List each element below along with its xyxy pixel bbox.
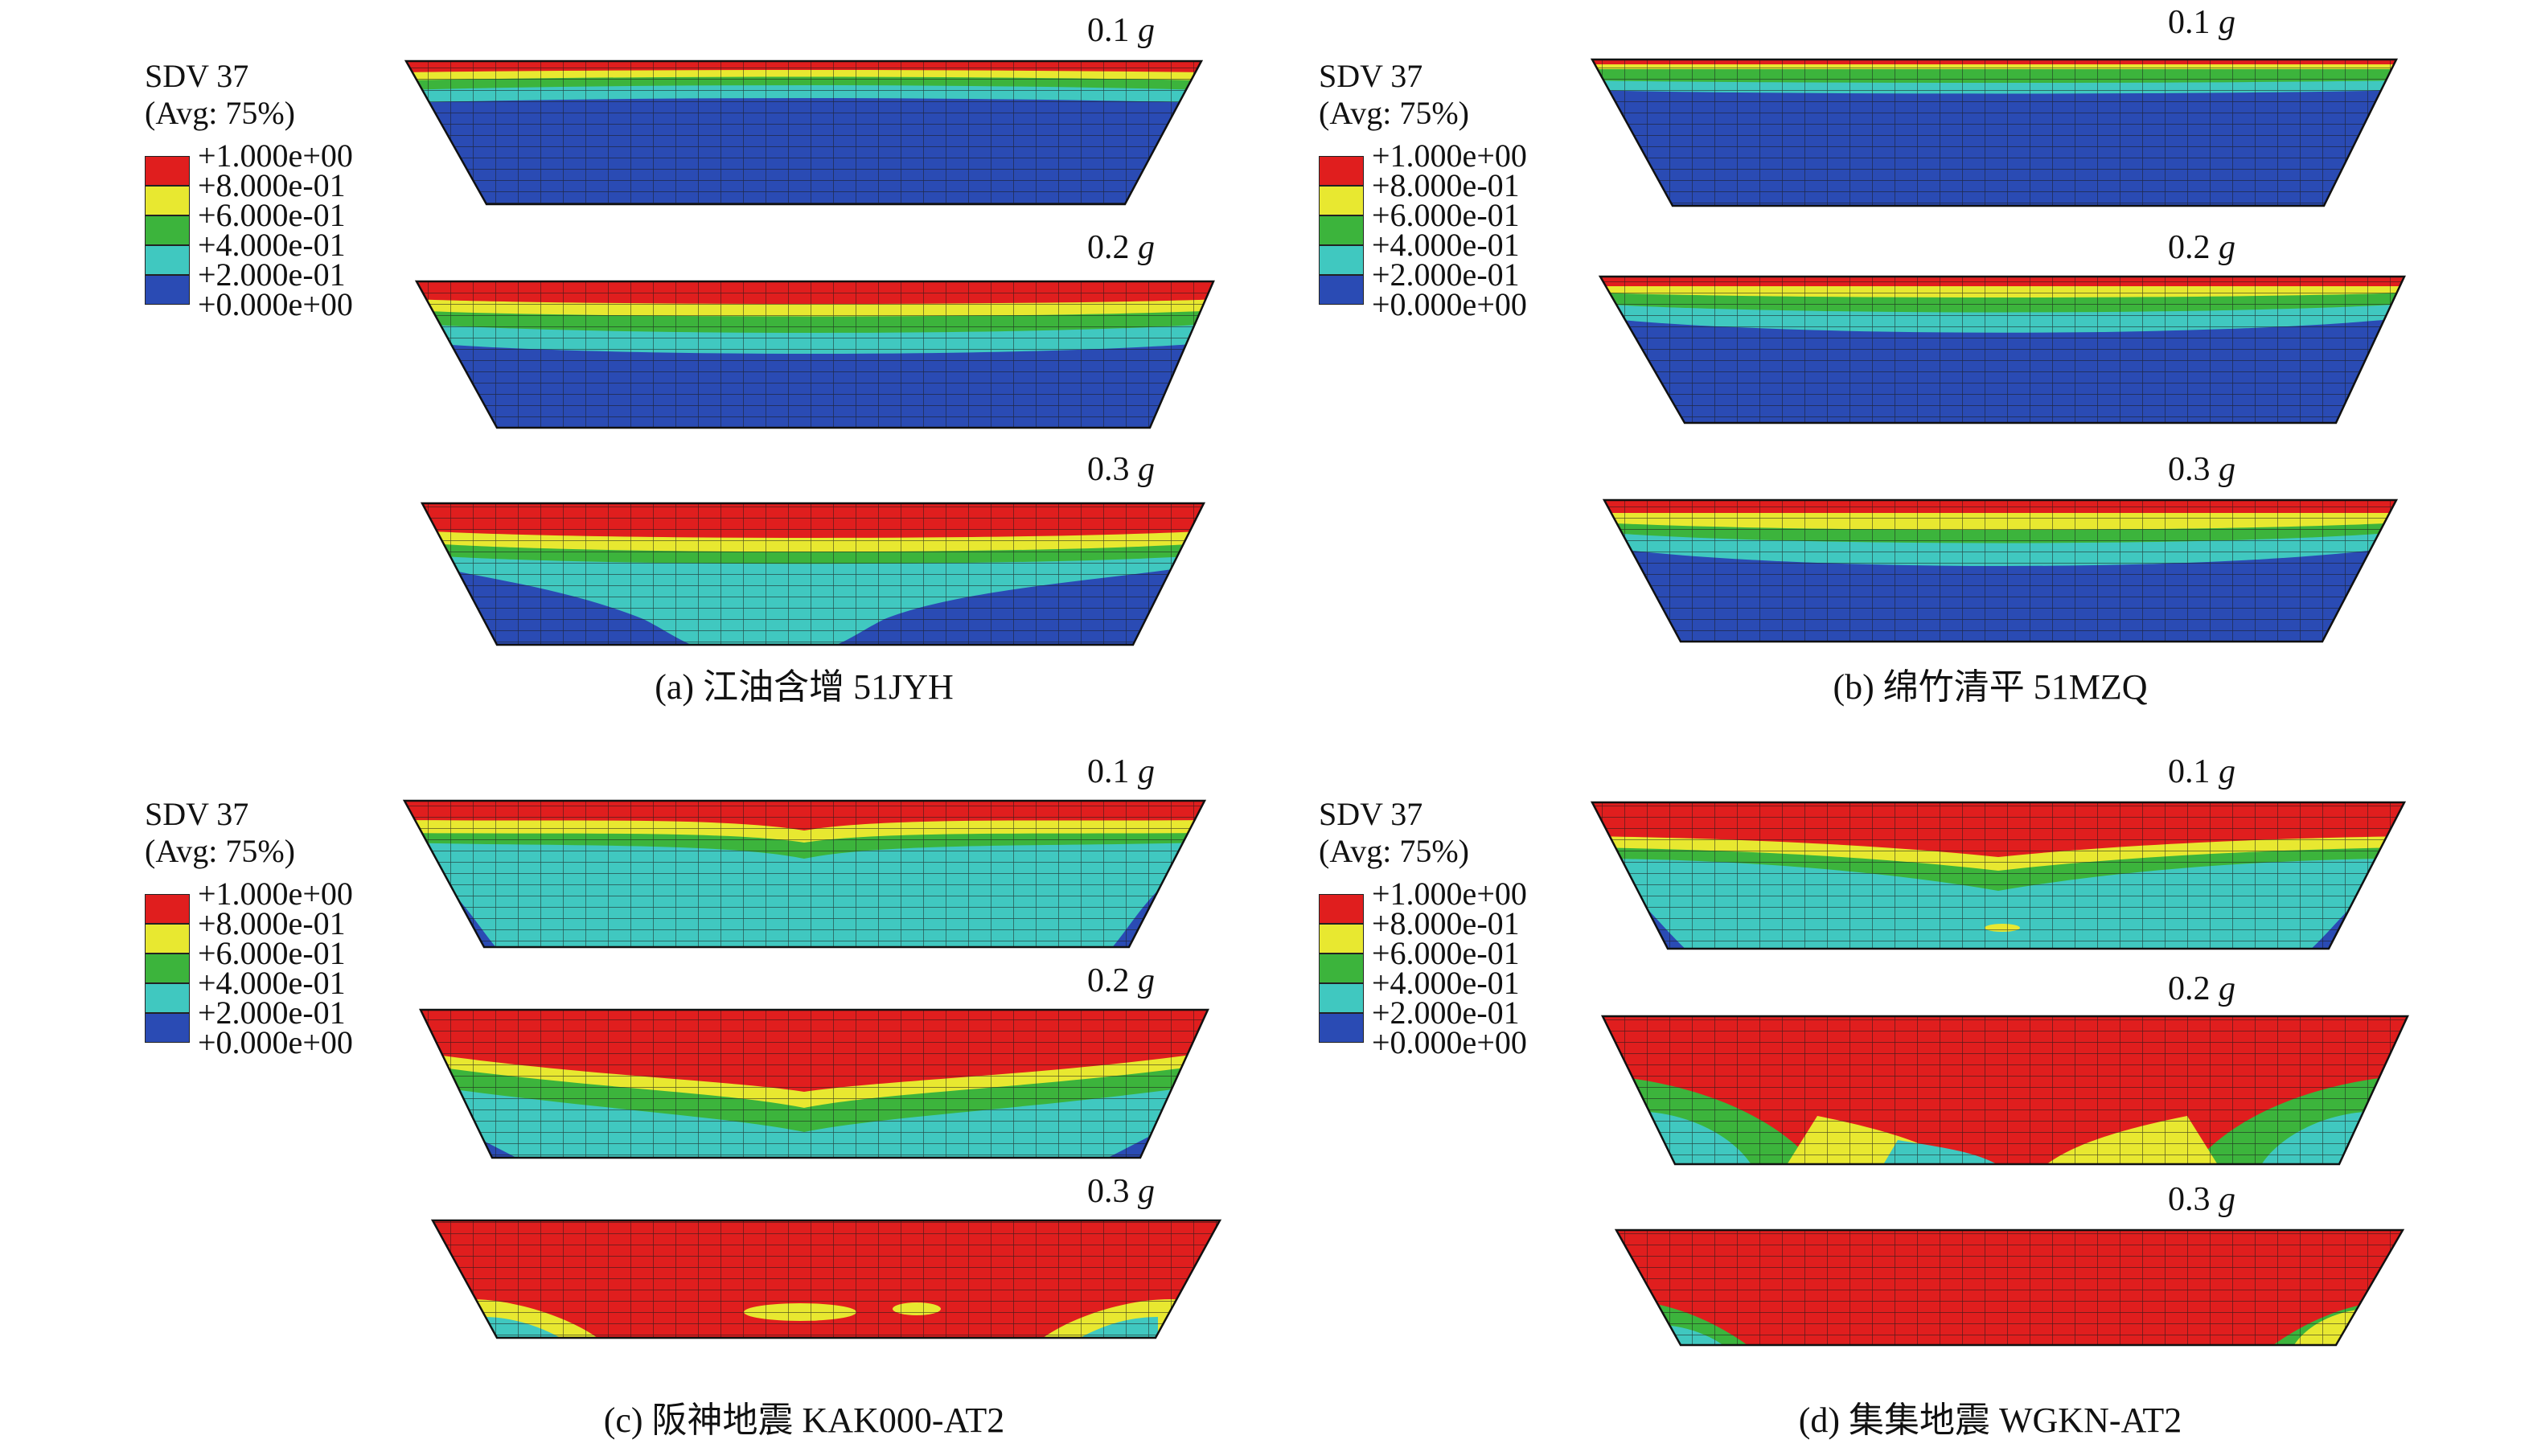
legend-swatch-1: [145, 924, 190, 954]
legend-tick-label: +4.000e-01: [1372, 227, 1520, 263]
legend-tick-label: +6.000e-01: [198, 197, 346, 233]
legend-tick-label: +2.000e-01: [198, 256, 346, 293]
legend-swatch-0: [1319, 156, 1364, 186]
legend-tick-label: +8.000e-01: [1372, 905, 1520, 941]
legend-swatch-0: [1319, 894, 1364, 924]
intensity-label: 0.3 g: [2168, 451, 2235, 488]
legend-tick-label: +4.000e-01: [198, 227, 346, 263]
intensity-label: 0.1 g: [2168, 4, 2235, 41]
legend-swatch-3: [145, 245, 190, 275]
panel-d: SDV 37 (Avg: 75%) +1.000e+00 +8.000e-01 …: [1174, 738, 2441, 1456]
panel-caption: (d) 集集地震 WGKN-AT2: [1798, 1401, 2182, 1440]
panel-caption: (c) 阪神地震 KAK000-AT2: [603, 1401, 1005, 1440]
intensity-label: 0.1 g: [1087, 12, 1155, 49]
legend-swatch-3: [1319, 983, 1364, 1013]
panel-b: SDV 37 (Avg: 75%) +1.000e+00 +8.000e-01 …: [1174, 0, 2441, 718]
panel-caption: (b) 绵竹清平 51MZQ: [1833, 667, 2148, 707]
intensity-label: 0.2 g: [1087, 229, 1155, 266]
legend: SDV 37 (Avg: 75%) +1.000e+00 +8.000e-01 …: [145, 796, 402, 1059]
dam-contour-c: [402, 799, 1222, 1339]
legend-tick-label: +0.000e+00: [1372, 1024, 1527, 1060]
legend-swatch-1: [145, 186, 190, 215]
dam-contour-a: [404, 59, 1215, 646]
intensity-label: 0.2 g: [1087, 962, 1155, 999]
legend-swatch-1: [1319, 186, 1364, 215]
panel-caption: (a) 江油含增 51JYH: [655, 667, 954, 707]
legend-swatch-1: [1319, 924, 1364, 954]
legend: SDV 37 (Avg: 75%) +1.000e+00 +8.000e-01 …: [1319, 58, 1576, 321]
legend-tick-label: +1.000e+00: [1372, 137, 1527, 174]
legend-tick-label: +4.000e-01: [198, 965, 346, 1001]
legend-swatch-2: [145, 215, 190, 245]
legend-tick-label: +1.000e+00: [198, 137, 353, 174]
legend-title: SDV 37: [145, 796, 249, 832]
legend-swatch-2: [1319, 954, 1364, 983]
legend-tick-label: +1.000e+00: [198, 876, 353, 912]
intensity-label: 0.2 g: [2168, 970, 2235, 1007]
legend-title: SDV 37: [145, 58, 249, 94]
panel-a: SDV 37 (Avg: 75%) +1.000e+00 +8.000e-01 …: [0, 0, 1266, 718]
intensity-label: 0.3 g: [1087, 1173, 1155, 1210]
legend-subtitle: (Avg: 75%): [145, 833, 295, 869]
legend-subtitle: (Avg: 75%): [1319, 95, 1469, 131]
dam-contour-d: [1590, 801, 2409, 1347]
legend-tick-label: +6.000e-01: [1372, 935, 1520, 971]
legend-swatch-3: [1319, 245, 1364, 275]
legend-subtitle: (Avg: 75%): [1319, 833, 1469, 869]
legend-tick-label: +6.000e-01: [1372, 197, 1520, 233]
legend-swatch-0: [145, 156, 190, 186]
legend-tick-label: +6.000e-01: [198, 935, 346, 971]
legend: SDV 37 (Avg: 75%) +1.000e+00 +8.000e-01 …: [145, 58, 402, 321]
panel-c: SDV 37 (Avg: 75%) +1.000e+00 +8.000e-01 …: [0, 738, 1266, 1456]
legend-title: SDV 37: [1319, 58, 1423, 94]
intensity-label: 0.3 g: [2168, 1181, 2235, 1218]
legend-tick-label: +0.000e+00: [198, 286, 353, 322]
legend-tick-label: +8.000e-01: [1372, 167, 1520, 203]
legend-swatch-0: [145, 894, 190, 924]
legend-tick-label: +8.000e-01: [198, 905, 346, 941]
legend-tick-label: +2.000e-01: [198, 995, 346, 1031]
legend-swatch-2: [145, 954, 190, 983]
legend: SDV 37 (Avg: 75%) +1.000e+00 +8.000e-01 …: [1319, 796, 1576, 1059]
legend-tick-label: +0.000e+00: [1372, 286, 1527, 322]
intensity-label: 0.1 g: [1087, 753, 1155, 790]
legend-swatch-2: [1319, 215, 1364, 245]
legend-swatch-3: [145, 983, 190, 1013]
legend-title: SDV 37: [1319, 796, 1423, 832]
legend-tick-label: +2.000e-01: [1372, 256, 1520, 293]
legend-subtitle: (Avg: 75%): [145, 95, 295, 131]
intensity-label: 0.2 g: [2168, 229, 2235, 266]
legend-tick-label: +0.000e+00: [198, 1024, 353, 1060]
legend-tick-label: +1.000e+00: [1372, 876, 1527, 912]
legend-swatch-4: [1319, 1013, 1364, 1043]
legend-swatch-4: [145, 275, 190, 305]
intensity-label: 0.3 g: [1087, 451, 1155, 488]
legend-tick-label: +2.000e-01: [1372, 995, 1520, 1031]
dam-contour-b: [1590, 58, 2406, 643]
intensity-label: 0.1 g: [2168, 753, 2235, 790]
legend-tick-label: +4.000e-01: [1372, 965, 1520, 1001]
legend-swatch-4: [1319, 275, 1364, 305]
legend-tick-label: +8.000e-01: [198, 167, 346, 203]
legend-swatch-4: [145, 1013, 190, 1043]
